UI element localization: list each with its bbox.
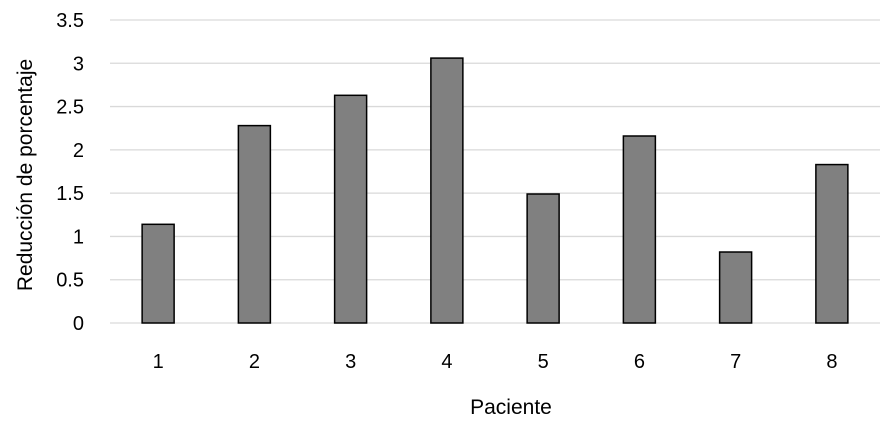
bar-paciente-8 [815, 163, 849, 324]
x-tick-label: 7 [730, 351, 741, 373]
y-tick-label: 3.5 [56, 10, 84, 32]
y-tick-label: 3 [73, 53, 84, 75]
x-axis-title: Paciente [470, 396, 552, 419]
x-tick-label: 3 [345, 351, 356, 373]
x-tick-label: 2 [249, 351, 260, 373]
bars [141, 57, 849, 324]
y-tick-label: 1 [73, 226, 84, 248]
x-tick-label: 4 [441, 351, 452, 373]
x-axis-tick-labels: 1 2 3 4 5 6 7 8 [153, 351, 838, 373]
y-axis-title: Reducción de porcentaje [14, 59, 37, 291]
y-tick-label: 2 [73, 140, 84, 162]
x-tick-label: 1 [153, 351, 164, 373]
bar-paciente-6 [622, 135, 657, 324]
y-tick-label: 2.5 [56, 97, 84, 119]
x-tick-label: 8 [826, 351, 837, 373]
y-tick-label: 1.5 [56, 183, 84, 205]
bar-paciente-5 [526, 193, 560, 324]
bar-paciente-1 [141, 223, 175, 324]
y-tick-label: 0 [73, 313, 84, 335]
bar-paciente-2 [237, 124, 272, 324]
gridlines [110, 19, 880, 324]
bar-paciente-3 [333, 94, 368, 324]
y-axis-tick-labels: 0 0.5 1 1.5 2 2.5 3 3.5 [56, 10, 84, 335]
y-tick-label: 0.5 [56, 270, 84, 292]
x-tick-label: 5 [538, 351, 549, 373]
x-tick-label: 6 [634, 351, 645, 373]
bar-paciente-7 [718, 251, 753, 324]
bar-paciente-4 [430, 57, 464, 324]
